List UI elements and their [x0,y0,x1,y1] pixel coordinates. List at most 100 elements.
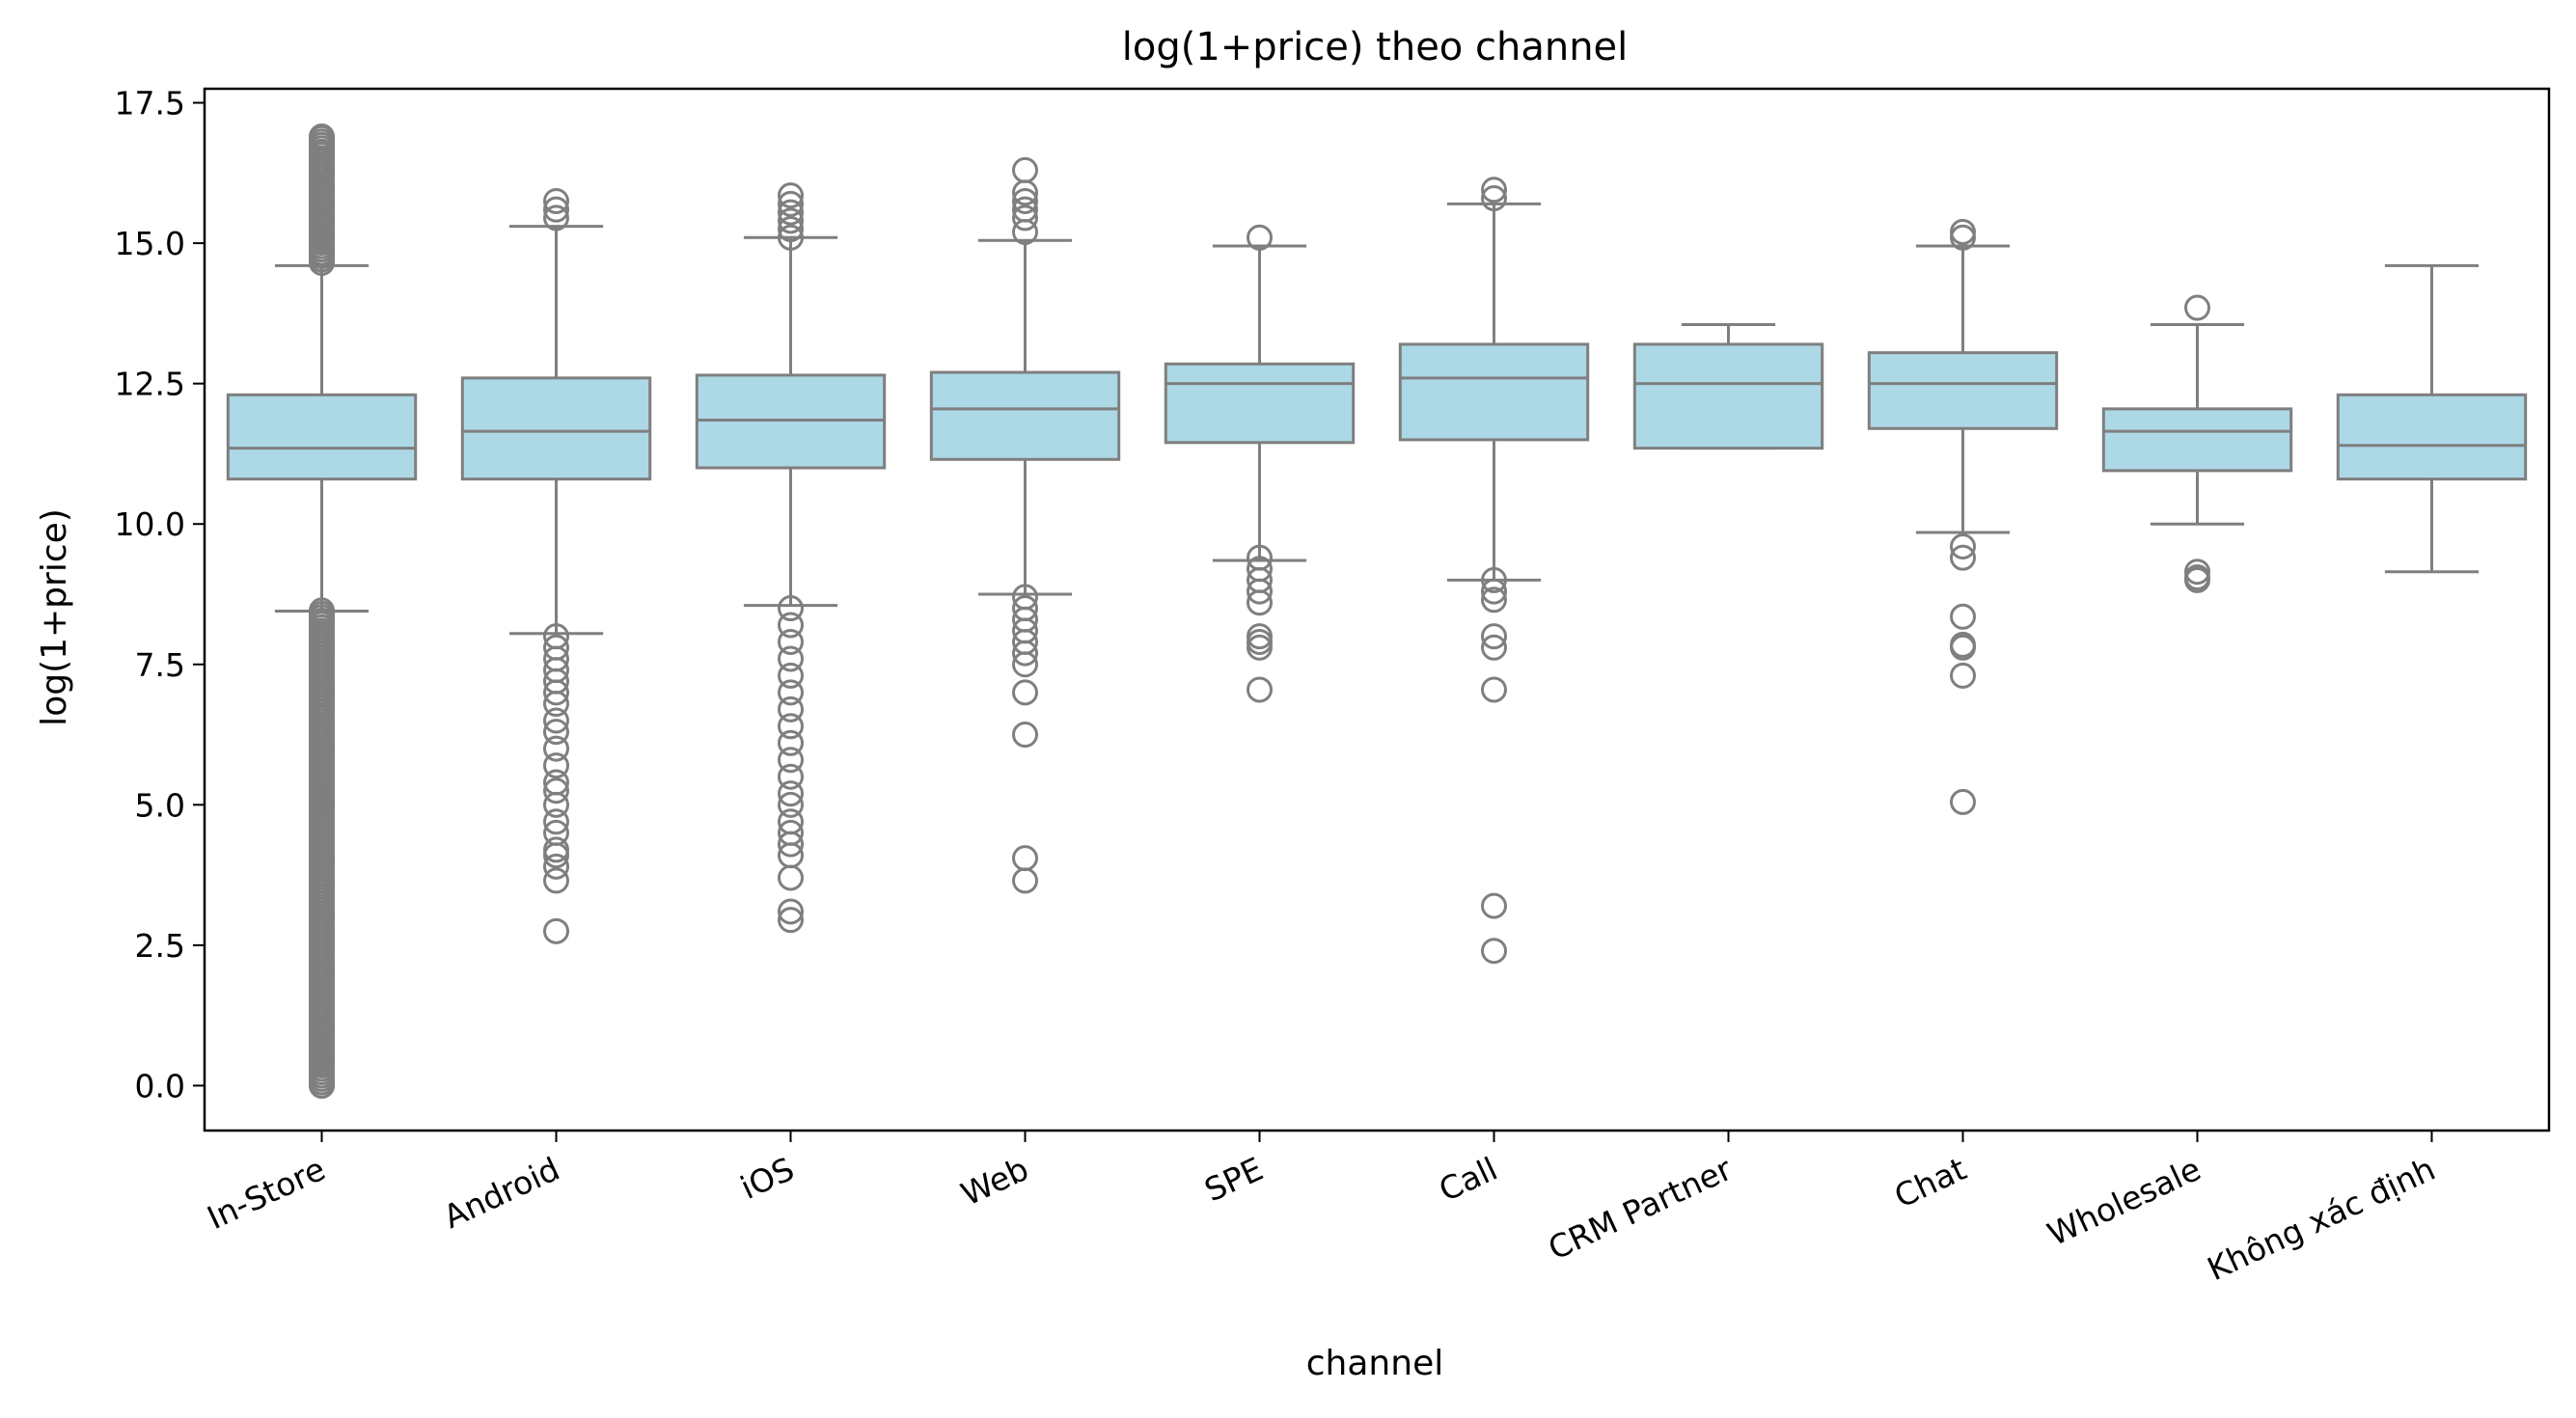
outlier-point [1012,187,1038,214]
outlier-point [543,691,569,718]
outlier-point [543,808,569,835]
outlier-point [778,695,804,723]
outlier-point [1481,177,1507,204]
outlier-point [778,207,804,234]
outlier-point [1950,533,1976,560]
outlier-point [309,241,335,268]
outlier-point [309,791,335,818]
box-iqr [2336,393,2528,481]
box-iqr [929,370,1121,461]
outlier-point [1481,586,1507,614]
outlier-point [543,679,569,706]
chart-title: log(1+price) theo channel [1122,25,1629,69]
y-tick-label: 2.5 [135,927,185,965]
outlier-point [543,842,569,869]
outlier-point [778,645,804,672]
outlier-point [309,190,335,217]
outlier-point [309,679,335,706]
outlier-point [309,1072,335,1099]
x-axis-label: channel [1306,1344,1443,1383]
outlier-point [309,131,335,158]
outlier-point [1481,938,1507,965]
outlier-point [309,1044,335,1071]
outlier-point [778,780,804,807]
outlier-point [543,867,569,894]
outlier-point [1247,676,1273,703]
outlier-point [309,634,335,661]
outlier-point [778,190,804,217]
outlier-point [778,662,804,689]
outlier-point [309,960,335,987]
outlier-point [2184,294,2210,321]
outlier-point [309,207,335,234]
outlier-point [1012,640,1038,667]
y-tick-label: 10.0 [115,505,185,543]
box-iqr [1164,362,1356,445]
outlier-point [309,224,335,251]
outlier-point [309,123,335,150]
outlier-point [778,713,804,740]
box-iqr [1867,351,2059,430]
y-tick-label: 7.5 [135,646,185,684]
outlier-point [778,612,804,639]
outlier-point [1950,224,1976,251]
outlier-point [309,848,335,875]
outlier-point [1950,634,1976,661]
outlier-point [543,777,569,804]
box-iqr [226,393,418,481]
outlier-point [543,735,569,762]
outlier-point [543,719,569,746]
outlier-point [778,224,804,251]
axes-frame [203,87,2551,1132]
outlier-point [1950,544,1976,571]
outlier-point [1481,566,1507,593]
y-tick-label: 0.0 [135,1067,185,1104]
outlier-point [309,140,335,167]
outlier-point [543,187,569,214]
outlier-point [309,156,335,183]
outlier-point [778,864,804,891]
y-tick-label: 15.0 [115,225,185,262]
outlier-point [1481,892,1507,919]
outlier-point [778,182,804,209]
outlier-point [778,898,804,925]
box-iqr [1632,342,1824,450]
box-iqr [2101,407,2293,473]
outlier-point [543,196,569,223]
outlier-point [543,791,569,818]
outlier-point [778,831,804,858]
y-axis-label: log(1+price) [35,508,74,726]
outlier-point [1481,623,1507,650]
outlier-point [309,1016,335,1043]
outlier-point [309,904,335,931]
outlier-point [1950,788,1976,815]
outlier-point [778,199,804,226]
outlier-point [543,917,569,944]
outlier-point [1012,722,1038,749]
outlier-point [778,907,804,934]
outlier-point [778,595,804,622]
outlier-point [543,853,569,880]
outlier-point [1012,867,1038,894]
outlier-point [1950,662,1976,689]
outlier-point [1012,679,1038,706]
outlier-point [1012,651,1038,678]
outlier-point [1481,676,1507,703]
box-iqr [460,376,652,481]
outlier-point [543,707,569,734]
y-tick-label: 17.5 [115,85,185,123]
outlier-point [1481,185,1507,212]
outlier-point [543,752,569,779]
outlier-point [1012,179,1038,206]
outlier-point [1247,634,1273,661]
outlier-point [1481,634,1507,661]
outlier-point [1247,578,1273,605]
y-tick-label: 12.5 [115,366,185,403]
outlier-point [778,216,804,243]
outlier-point [2184,566,2210,593]
outlier-point [778,763,804,790]
outlier-point [309,174,335,201]
